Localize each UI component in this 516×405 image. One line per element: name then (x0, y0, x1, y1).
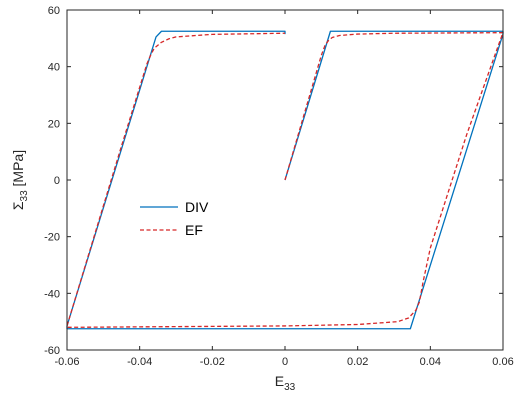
y-axis-label-unit: [MPa] (10, 150, 26, 190)
y-tick-label: -40 (44, 288, 60, 300)
y-axis-label: Σ33 [MPa] (10, 150, 30, 210)
y-tick-label: 60 (48, 5, 60, 17)
x-tick-label: 0.02 (347, 356, 368, 368)
y-tick-label: 0 (54, 175, 60, 187)
y-tick-label: -60 (44, 345, 60, 357)
legend-box (132, 192, 220, 246)
legend-label-ef: EF (185, 222, 203, 238)
y-tick-label: 40 (48, 62, 60, 74)
x-tick-label: -0.06 (54, 356, 79, 368)
x-axis-label-base: E (275, 373, 284, 389)
x-tick-label: 0.04 (420, 356, 441, 368)
series-line-ef (66, 32, 504, 328)
x-tick-label: 0.06 (492, 356, 513, 368)
ticks-layer: -0.06 -0.04 -0.02 0 0.02 0.04 0.06 -60 -40 -20 0 20… (44, 5, 514, 368)
x-tick-label: -0.04 (127, 356, 152, 368)
y-tick-label: 20 (48, 118, 60, 130)
x-axis-label: E33 (275, 373, 296, 393)
x-axis-label-sub: 33 (284, 382, 296, 393)
legend-label-div: DIV (185, 199, 209, 215)
legend: DIV EF (132, 192, 220, 246)
x-tick-label: -0.02 (200, 356, 225, 368)
x-tick-label: 0 (282, 356, 288, 368)
y-axis-label-sub: 33 (19, 190, 30, 202)
y-tick-label: -20 (44, 232, 60, 244)
y-axis-label-base: Σ (10, 201, 26, 210)
